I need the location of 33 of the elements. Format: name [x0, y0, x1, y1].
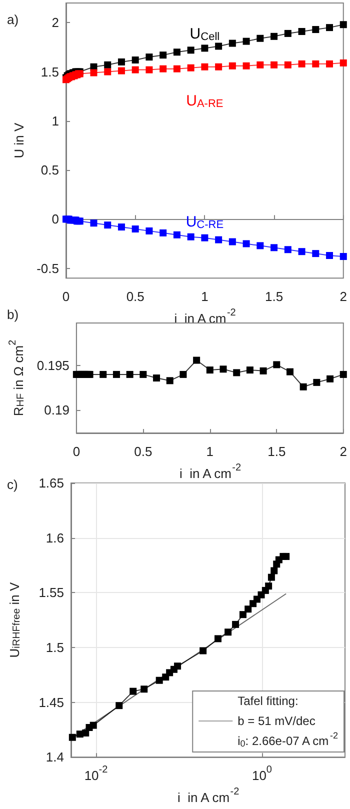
chart-title: b)	[7, 307, 19, 322]
x-tick-label: 0.5	[134, 444, 152, 459]
legend-title: Tafel fitting:	[238, 694, 298, 708]
x-tick-label: 1	[201, 289, 208, 304]
y-tick-label: 1.4	[46, 750, 64, 765]
series-label: UCell	[190, 26, 220, 44]
chart-title: c)	[7, 477, 18, 492]
x-tick-label: 2	[340, 289, 347, 304]
series-label: UC-RE	[186, 213, 224, 231]
y-tick-label: 0.5	[40, 162, 59, 178]
text: a)	[7, 12, 19, 27]
y-tick-label: 0	[52, 212, 59, 227]
y-tick-label: 2	[52, 15, 59, 30]
y-tick-label: 1.55	[38, 585, 64, 600]
x-tick-label: 1.5	[265, 289, 284, 304]
x-tick-label: 1	[206, 444, 214, 459]
series-label: UA-RE	[186, 92, 224, 110]
x-tick-label: 0.5	[126, 289, 144, 304]
y-tick-label: -0.5	[36, 260, 59, 276]
y-tick-label: 0.19	[44, 402, 70, 418]
y-tick-label: 1.65	[38, 476, 64, 490]
y-tick-label: 1.45	[38, 694, 64, 710]
y-tick-label: 1.5	[46, 640, 64, 655]
y-tick-label: 0.195	[36, 358, 70, 374]
y-tick-label: 1.6	[46, 530, 64, 546]
y-axis-title: RHF in Ω cm2	[8, 339, 26, 416]
y-tick-label: 1	[52, 113, 59, 128]
x-tick-label: 0	[72, 444, 80, 459]
x-tick-label: 1.5	[268, 444, 286, 459]
y-tick-label: 1.5	[40, 64, 59, 80]
x-tick-label: 2	[340, 444, 347, 459]
y-axis-title: U in V	[12, 122, 27, 158]
y-axis-title: UiRHFfree in V	[7, 582, 22, 658]
